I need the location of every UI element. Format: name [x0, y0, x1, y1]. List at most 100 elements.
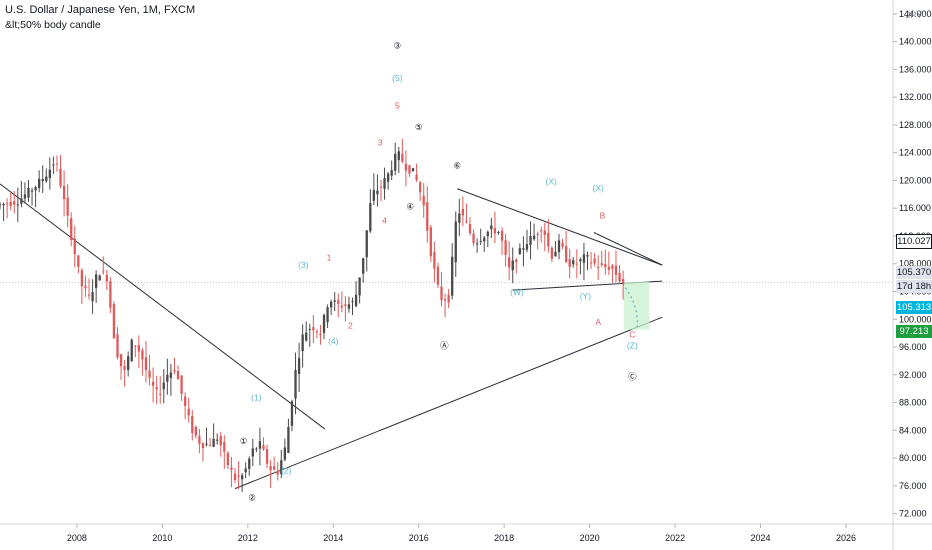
- wave-label: ⑥: [453, 161, 461, 171]
- candle: [337, 293, 340, 318]
- candle: [212, 423, 215, 448]
- candle-body: [447, 294, 450, 303]
- candle: [540, 226, 543, 243]
- candle-body: [30, 190, 34, 192]
- y-tick-label: 108.000: [899, 259, 932, 269]
- candle: [497, 230, 500, 235]
- currency-label: JPY: [905, 10, 923, 20]
- candle: [62, 170, 66, 217]
- candle-body: [112, 304, 116, 339]
- y-tick-label: 84.000: [899, 425, 927, 435]
- candle: [290, 399, 294, 432]
- candle: [586, 251, 589, 271]
- candle-body: [144, 357, 148, 371]
- candle-body: [483, 237, 486, 242]
- candle: [248, 456, 251, 476]
- candle: [287, 418, 290, 454]
- candle-body: [230, 467, 233, 470]
- candle-body: [369, 203, 372, 232]
- candle-body: [223, 442, 226, 452]
- candle: [486, 230, 489, 248]
- candle: [458, 198, 461, 237]
- candle: [183, 392, 187, 420]
- candle: [73, 225, 76, 268]
- candle: [518, 243, 522, 256]
- candle: [297, 342, 301, 393]
- candle: [208, 437, 212, 447]
- candle-body: [294, 369, 297, 399]
- candle: [109, 277, 112, 314]
- candle-body: [38, 178, 41, 189]
- candle: [176, 365, 180, 380]
- candle-body: [169, 372, 173, 378]
- y-tick-label: 96.000: [899, 342, 927, 352]
- candle-body: [479, 241, 482, 243]
- candle: [386, 171, 390, 190]
- candle-body: [262, 445, 265, 450]
- candle-body: [351, 301, 354, 303]
- candle-body: [529, 235, 532, 245]
- candle: [162, 369, 165, 404]
- candle-body: [162, 382, 165, 390]
- candle: [105, 269, 108, 291]
- candle-body: [109, 281, 112, 308]
- candle-body: [77, 255, 80, 267]
- candle-body: [219, 435, 222, 446]
- candle-body: [454, 221, 457, 263]
- candle: [508, 240, 511, 281]
- wave-label: (X): [593, 183, 605, 193]
- candle-body: [283, 447, 287, 460]
- y-tick-label: 92.000: [899, 370, 927, 380]
- candle-body: [511, 260, 514, 271]
- wave-label: B: [600, 211, 606, 221]
- candle-body: [148, 370, 151, 378]
- candle: [611, 263, 614, 283]
- candle-body: [66, 197, 69, 216]
- y-tick-label: 132.000: [899, 92, 932, 102]
- candle: [600, 250, 603, 268]
- candle: [41, 165, 44, 193]
- candle: [582, 242, 586, 281]
- candle: [201, 442, 205, 462]
- candle: [443, 293, 447, 318]
- candle: [418, 180, 422, 202]
- candle-body: [465, 221, 468, 223]
- candle: [319, 324, 322, 345]
- candle-body: [155, 387, 158, 390]
- candle-body: [586, 254, 589, 257]
- candle: [326, 304, 329, 329]
- candle-body: [386, 173, 390, 182]
- upper-line-price-tag: 110.027: [896, 234, 932, 249]
- candle: [415, 163, 418, 183]
- candle-body: [418, 182, 422, 193]
- candle-body: [372, 190, 376, 201]
- candle: [244, 462, 247, 479]
- candle-body: [273, 466, 276, 470]
- candle-body: [433, 252, 436, 269]
- candle: [479, 228, 482, 246]
- wave-label: 4: [382, 215, 387, 225]
- candle: [322, 313, 326, 340]
- projection-zone: [623, 281, 650, 330]
- candle: [265, 444, 269, 469]
- candle-body: [618, 273, 621, 282]
- candle-body: [130, 339, 133, 361]
- candle: [191, 409, 194, 441]
- y-tick-label: 136.000: [899, 64, 932, 74]
- candle-body: [73, 238, 76, 255]
- candle-body: [102, 271, 105, 273]
- candle: [84, 275, 87, 297]
- candle: [604, 249, 607, 275]
- candle: [240, 472, 244, 493]
- candle-body: [557, 240, 561, 253]
- candle: [618, 265, 621, 285]
- candle-body: [119, 354, 123, 367]
- wave-label: 1: [327, 252, 332, 262]
- y-tick-label: 124.000: [899, 148, 932, 158]
- candle-body: [589, 262, 593, 264]
- candle-body: [415, 174, 418, 180]
- x-tick-label: 2012: [238, 533, 258, 543]
- candle-body: [176, 370, 180, 380]
- candle-body: [362, 258, 365, 274]
